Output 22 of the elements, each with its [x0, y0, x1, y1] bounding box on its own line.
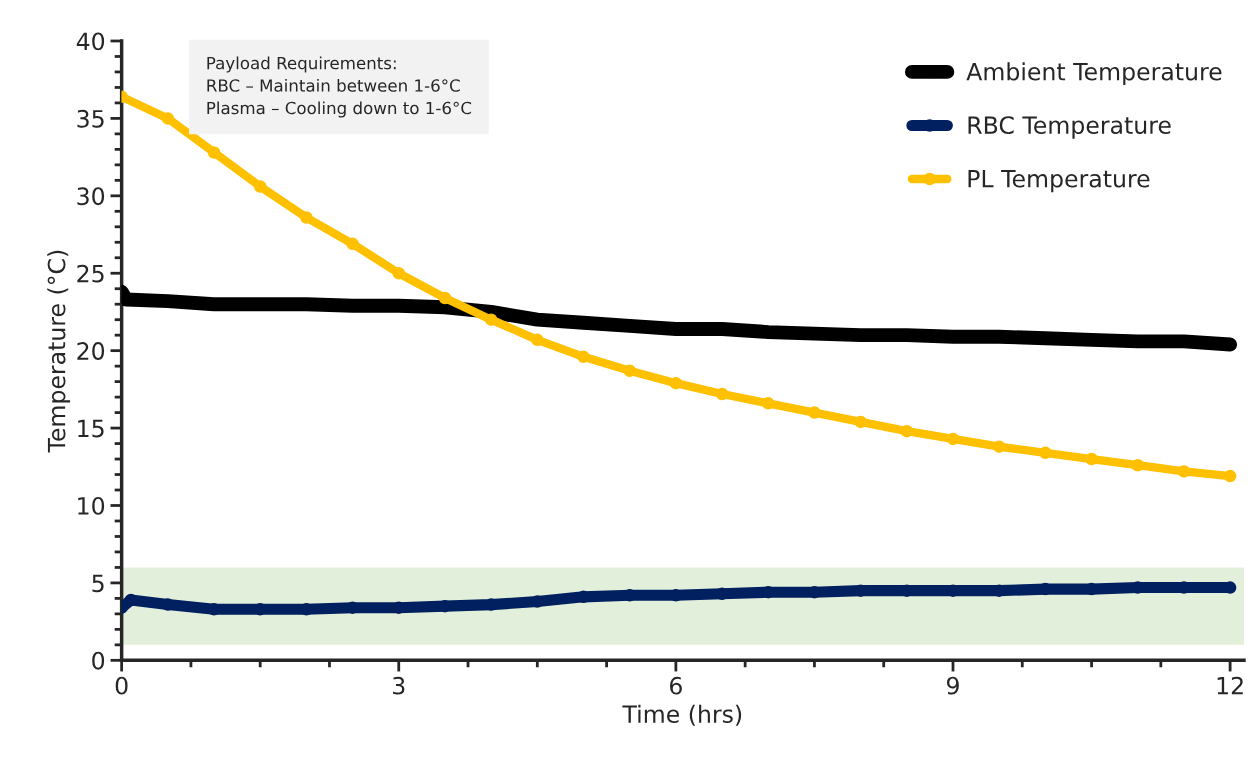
y-tick-label: 35	[77, 109, 104, 128]
y-axis-title: Temperature (°C)	[47, 250, 71, 453]
annotation: Payload Requirements:	[207, 56, 396, 73]
x-tick-label: 6	[670, 676, 682, 695]
x-axis-title: Time (hrs)	[622, 704, 742, 726]
y-tick-label: 15	[78, 419, 104, 438]
y-tick-label: 40	[76, 32, 105, 51]
annotation: RBC – Maintain between 1-6°C	[207, 78, 460, 92]
legend-label: PL Temperature	[968, 170, 1150, 193]
x-tick-label: 0	[115, 676, 128, 695]
annotation: Plasma – Cooling down to 1-6°C	[207, 101, 472, 118]
x-tick-label: 9	[946, 676, 959, 695]
legend-label: Ambient Temperature	[966, 62, 1222, 86]
x-tick-label: 3	[393, 676, 405, 695]
y-tick-label: 0	[92, 651, 105, 670]
y-tick-label: 10	[78, 496, 105, 515]
y-tick-label: 30	[77, 187, 105, 206]
y-tick-label: 25	[77, 264, 104, 283]
y-tick-label: 5	[92, 574, 104, 593]
legend-label: RBC Temperature	[968, 116, 1171, 139]
x-tick-label: 12	[1217, 676, 1243, 695]
y-tick-label: 20	[77, 342, 105, 360]
